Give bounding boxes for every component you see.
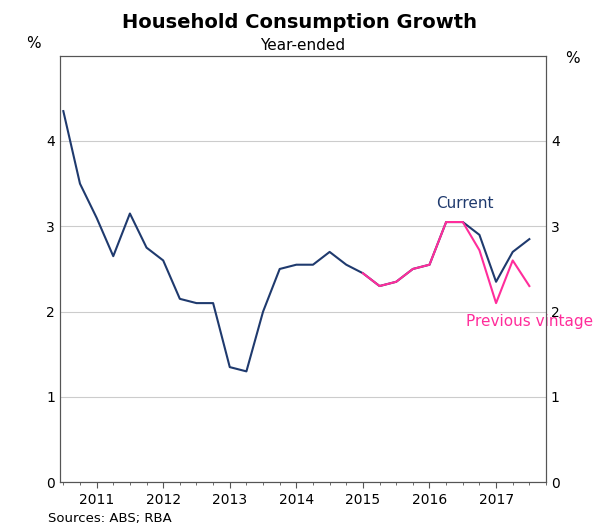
Y-axis label: %: %: [565, 51, 580, 66]
Text: Previous vintage: Previous vintage: [466, 314, 593, 329]
Text: Sources: ABS; RBA: Sources: ABS; RBA: [48, 511, 172, 525]
Text: Current: Current: [436, 196, 494, 210]
Title: Year-ended: Year-ended: [260, 38, 346, 53]
Y-axis label: %: %: [26, 37, 41, 51]
Text: Household Consumption Growth: Household Consumption Growth: [122, 13, 478, 32]
